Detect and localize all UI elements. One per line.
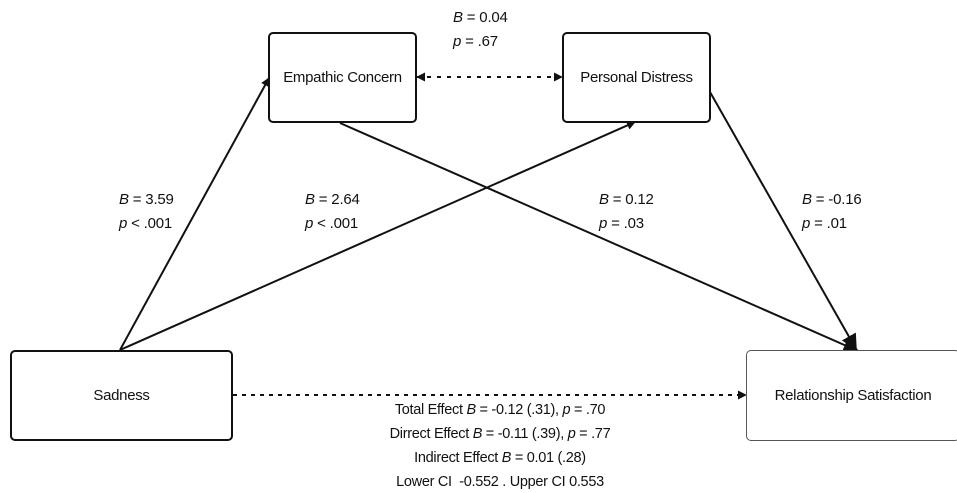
label-sadness-pd: B = 2.64 p < .001 — [305, 191, 360, 232]
direct-effect: Dirrect Effect B = -0.11 (.39), p = .77 — [389, 426, 611, 442]
arrow-empathic-satisfaction — [339, 122, 860, 353]
indirect-effect: Indirect Effect B = 0.01 (.28) — [414, 450, 586, 466]
node-empathic-concern: Empathic Concern — [268, 32, 417, 123]
arrow-sadness-personal — [119, 121, 636, 351]
label-ec-pd: B = 0.04 p = .67 — [453, 9, 508, 50]
label-pd-rs: B = -0.16 p = .01 — [802, 191, 862, 232]
node-relationship-satisfaction: Relationship Satisfaction — [746, 350, 957, 441]
node-personal-distress: Personal Distress — [562, 32, 711, 123]
node-sadness: Sadness — [10, 350, 233, 441]
arrow-sadness-empathic — [119, 77, 270, 351]
label-ec-rs: B = 0.12 p = .03 — [599, 191, 654, 232]
label-sadness-ec: B = 3.59 p < .001 — [119, 191, 174, 232]
confidence-interval: Lower CI -0.552 . Upper CI 0.553 — [396, 474, 604, 490]
total-effect: Total Effect B = -0.12 (.31), p = .70 — [394, 402, 606, 418]
arrow-personal-satisfaction — [709, 91, 857, 351]
